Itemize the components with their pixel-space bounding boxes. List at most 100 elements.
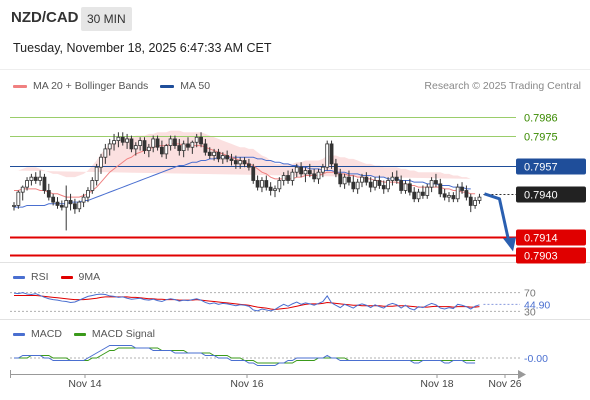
candle-body: [64, 200, 69, 208]
candle-body: [138, 140, 143, 146]
candle-body: [299, 166, 304, 175]
candle-body: [473, 200, 478, 206]
legend-label-macd-signal: MACD Signal: [91, 328, 155, 340]
candle-body: [468, 196, 473, 206]
candle-body: [307, 170, 312, 175]
candle-body: [464, 190, 469, 198]
candle-body: [273, 188, 277, 191]
candle-body: [412, 191, 417, 200]
bollinger-band: [14, 130, 471, 179]
candle-body: [173, 138, 177, 146]
candle-body: [51, 196, 56, 203]
symbol-title: NZD/CAD: [11, 9, 79, 26]
candle-body: [229, 158, 234, 161]
candle-body: [155, 138, 160, 148]
candle-body: [390, 176, 395, 181]
legend-item-rsi: RSI: [13, 271, 49, 283]
legend-swatch-macd-signal: [73, 332, 86, 336]
candle-body: [290, 171, 295, 181]
candle-body: [77, 201, 82, 210]
level-label-0.7986: 0.7986: [524, 113, 558, 125]
candle-body: [99, 156, 103, 168]
candle-body: [260, 180, 264, 188]
candle-body: [194, 136, 199, 143]
candle-body: [246, 163, 251, 168]
candle-body: [264, 180, 269, 188]
legend-swatch-ma20: [13, 84, 27, 88]
timeframe-badge[interactable]: 30 MIN: [81, 7, 132, 31]
macd-line: [14, 345, 476, 366]
legend-swatch-rsi-ma: [60, 275, 73, 279]
candle-body: [316, 171, 321, 180]
candle-body: [216, 151, 221, 160]
forecast-arrow-head: [503, 237, 516, 252]
candle-body: [277, 180, 282, 190]
level-label-0.7940: 0.7940: [524, 190, 558, 202]
candle-body: [151, 138, 156, 148]
candle-body: [368, 181, 373, 188]
candle-body: [142, 140, 147, 151]
candle-body: [347, 176, 351, 183]
candle-body: [386, 180, 391, 190]
candle-body: [238, 160, 243, 165]
candle-body: [29, 176, 34, 181]
legend-swatch-rsi: [13, 275, 25, 279]
level-label-0.7903: 0.7903: [524, 251, 558, 263]
ma50-line: [14, 156, 471, 208]
candle-body: [303, 170, 308, 175]
legend-item-rsi-ma: 9MA: [60, 271, 100, 283]
candle-body: [103, 148, 108, 158]
candle-body: [112, 140, 116, 145]
legend-item-ma20: MA 20 + Bollinger Bands: [13, 80, 148, 92]
level-label-0.7975: 0.7975: [524, 132, 558, 144]
candle-body: [225, 155, 230, 160]
candle-body: [107, 143, 112, 150]
candle-body: [25, 180, 29, 188]
rsi-level-label-30: 30: [524, 306, 536, 318]
candle-body: [42, 176, 47, 191]
candle-body: [20, 186, 25, 193]
candle-body: [416, 191, 421, 200]
legend-item-macd-signal: MACD Signal: [73, 328, 155, 340]
candle-body: [159, 146, 164, 155]
candle-body: [181, 143, 186, 151]
x-tick-label: Nov 26: [488, 378, 521, 390]
rsi-line: [13, 292, 480, 312]
candle-body: [255, 180, 260, 188]
candle-body: [146, 146, 151, 151]
candle-body: [38, 176, 42, 181]
candle-body: [73, 203, 77, 210]
candle-body: [268, 186, 273, 191]
candle-body: [286, 175, 290, 181]
candle-body: [68, 200, 73, 205]
candle-body: [381, 185, 386, 190]
candle-body: [294, 166, 299, 173]
candle-body: [434, 180, 438, 185]
candle-body: [429, 180, 434, 188]
level-badge-0.7914: [516, 229, 586, 246]
candle-body: [342, 176, 347, 185]
candle-body: [94, 166, 99, 181]
x-tick-label: Nov 18: [420, 378, 453, 390]
candle-body: [233, 160, 238, 165]
candle-body: [360, 176, 364, 183]
level-badge-0.7903: [516, 247, 586, 264]
candle-body: [190, 141, 195, 148]
candle-body: [377, 180, 382, 186]
candle-body: [203, 143, 208, 153]
candle-body: [186, 143, 190, 148]
macd-signal-line: [14, 347, 476, 364]
candle-body: [355, 181, 360, 190]
candle-body: [164, 145, 169, 155]
legend-label-ma50: MA 50: [180, 80, 211, 92]
candle-body: [312, 173, 317, 180]
candle-body: [46, 190, 51, 198]
candle-body: [251, 166, 256, 181]
candle-body: [59, 205, 64, 208]
legend-item-ma50: MA 50: [160, 80, 210, 92]
candle-body: [477, 196, 482, 201]
candles-group: [12, 132, 482, 231]
candle-body: [451, 195, 456, 200]
datetime-label: Tuesday, November 18, 2025 6:47:33 AM CE…: [13, 41, 272, 55]
candle-body: [373, 180, 377, 188]
